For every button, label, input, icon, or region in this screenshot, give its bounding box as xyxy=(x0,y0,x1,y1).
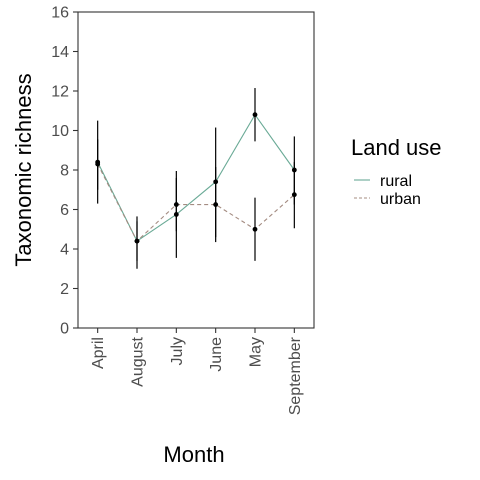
data-point-urban xyxy=(173,202,179,207)
y-tick-label: 14 xyxy=(51,44,69,61)
x-tick-label: April xyxy=(90,337,107,369)
plot-border xyxy=(77,11,315,329)
x-tick-label: September xyxy=(287,336,304,415)
y-tick-label: 16 xyxy=(51,5,69,22)
y-tick-label: 10 xyxy=(51,123,69,140)
data-point-rural xyxy=(291,167,297,173)
legend-label-urban: urban xyxy=(380,191,421,208)
legend-title: Land use xyxy=(351,135,442,160)
x-tick-label: July xyxy=(169,337,186,365)
data-point-urban xyxy=(134,238,140,244)
x-tick-label: June xyxy=(208,337,225,372)
legend-label-rural: rural xyxy=(380,173,412,190)
y-tick-label: 2 xyxy=(60,281,69,298)
y-tick-label: 8 xyxy=(60,163,69,180)
y-axis-title: Taxonomic richness xyxy=(11,73,36,266)
plot-panel xyxy=(77,11,315,329)
x-tick-label: May xyxy=(248,337,265,367)
x-axis-title: Month xyxy=(163,442,224,467)
x-axis: April August July June May September xyxy=(90,328,304,415)
data-point-rural xyxy=(252,112,258,118)
data-point-rural xyxy=(173,212,179,217)
x-tick-label: August xyxy=(130,336,147,386)
y-tick-label: 12 xyxy=(51,84,69,101)
data-point-urban xyxy=(291,192,297,198)
series-line-urban xyxy=(97,163,295,242)
y-tick-label: 0 xyxy=(60,321,69,338)
series-layer xyxy=(95,88,297,269)
data-point-urban xyxy=(252,226,258,232)
y-axis: 0 2 4 6 8 10 12 14 16 xyxy=(51,5,78,338)
y-tick-label: 4 xyxy=(60,242,69,259)
data-point-urban xyxy=(213,202,219,207)
y-tick-label: 6 xyxy=(60,202,69,219)
data-point-urban xyxy=(95,161,101,167)
data-point-rural xyxy=(213,179,219,185)
